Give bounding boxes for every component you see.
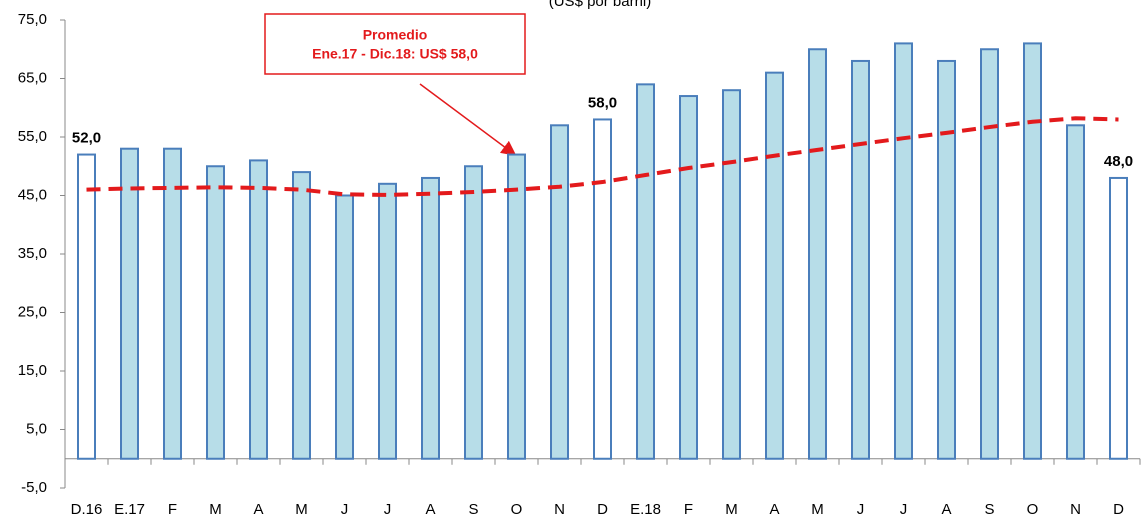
x-tick-label: E.18 <box>630 501 661 518</box>
x-tick-label: D <box>1113 501 1124 518</box>
bar <box>980 48 999 460</box>
trend-line <box>86 116 1119 197</box>
bar <box>120 147 139 460</box>
x-tick-label: J <box>384 501 392 518</box>
y-tick-label: 65,0 <box>18 69 47 86</box>
y-tick-label: 5,0 <box>26 420 47 437</box>
bar <box>765 71 784 460</box>
bar <box>421 176 440 460</box>
x-tick-label: J <box>341 501 349 518</box>
y-tick-label: 45,0 <box>18 186 47 203</box>
annotation-arrow <box>419 83 517 156</box>
x-tick-label: J <box>857 501 865 518</box>
x-tick-label: S <box>468 501 478 518</box>
bar <box>722 89 741 460</box>
bar <box>894 42 913 460</box>
x-tick-label: F <box>168 501 177 518</box>
y-tick-label: 35,0 <box>18 245 47 262</box>
y-tick-label: 75,0 <box>18 11 47 28</box>
x-tick-label: D <box>597 501 608 518</box>
bar <box>206 165 225 460</box>
bar <box>292 171 311 460</box>
x-tick-label: A <box>769 501 779 518</box>
y-tick-label: 55,0 <box>18 128 47 145</box>
x-tick-label: F <box>684 501 693 518</box>
bar <box>335 194 354 460</box>
bar <box>163 147 182 460</box>
bar <box>851 59 870 460</box>
bar <box>937 59 956 460</box>
bar <box>593 118 612 460</box>
bar <box>507 153 526 460</box>
bar <box>1066 124 1085 460</box>
x-tick-label: M <box>295 501 308 518</box>
x-tick-label: N <box>554 501 565 518</box>
x-tick-label: M <box>209 501 222 518</box>
bar <box>77 153 96 460</box>
bar <box>808 48 827 460</box>
y-tick-label: 25,0 <box>18 303 47 320</box>
annotation-text: Ene.17 - Dic.18: US$ 58,0 <box>312 46 478 62</box>
x-tick-label: M <box>725 501 738 518</box>
x-tick-label: M <box>811 501 824 518</box>
x-tick-label: J <box>900 501 908 518</box>
x-tick-label: S <box>984 501 994 518</box>
data-label: 52,0 <box>72 130 101 147</box>
x-tick-label: O <box>1027 501 1039 518</box>
bar <box>249 159 268 460</box>
bar <box>679 95 698 460</box>
x-tick-label: D.16 <box>71 501 103 518</box>
x-tick-label: A <box>941 501 951 518</box>
chart-subtitle: (US$ por barril) <box>549 0 652 10</box>
data-label: 58,0 <box>588 94 617 111</box>
y-tick-label: 15,0 <box>18 362 47 379</box>
x-tick-label: N <box>1070 501 1081 518</box>
y-tick-label: -5,0 <box>21 479 47 496</box>
bar <box>378 182 397 460</box>
bar <box>1109 176 1128 460</box>
x-tick-label: A <box>253 501 263 518</box>
bar <box>1023 42 1042 460</box>
annotation-box <box>264 13 526 75</box>
bar <box>464 165 483 460</box>
bar <box>636 83 655 460</box>
annotation-title: Promedio <box>363 27 428 43</box>
x-tick-label: O <box>511 501 523 518</box>
x-tick-label: A <box>425 501 435 518</box>
x-tick-label: E.17 <box>114 501 145 518</box>
bar <box>550 124 569 460</box>
data-label: 48,0 <box>1104 153 1133 170</box>
